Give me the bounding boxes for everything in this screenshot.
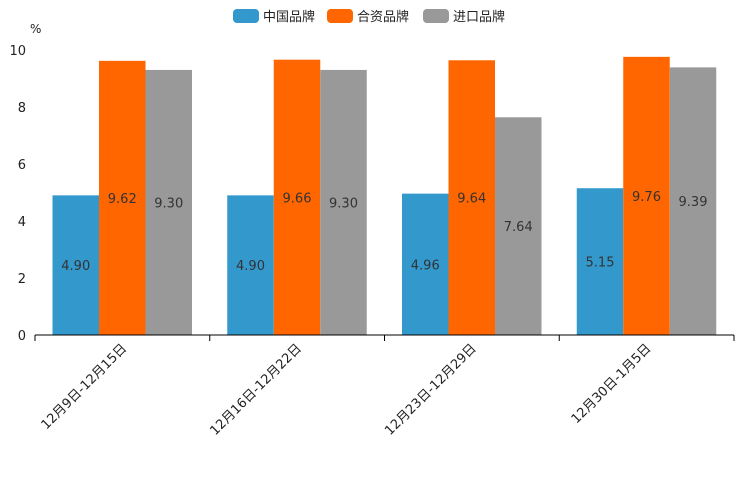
bar — [623, 56, 670, 336]
bar — [99, 60, 146, 336]
x-category-label: 12月16日-12月22日 — [207, 341, 304, 438]
legend: 中国品牌 合资品牌 进口品牌 — [233, 9, 505, 25]
bar-value-label: 9.62 — [108, 192, 137, 207]
legend-swatch — [327, 9, 353, 23]
bar-value-label: 4.90 — [236, 259, 265, 274]
legend-swatch — [233, 9, 259, 23]
bar — [402, 193, 449, 335]
y-tick-label: 10 — [9, 44, 26, 59]
bar-value-label: 9.30 — [329, 196, 358, 211]
bar-value-label: 9.76 — [632, 190, 661, 205]
bar — [669, 67, 717, 335]
legend-label: 合资品牌 — [357, 9, 409, 25]
bar-value-label: 9.39 — [679, 195, 708, 210]
legend-swatch — [423, 9, 449, 23]
y-axis-ticks: 0 2 4 6 8 10 — [9, 44, 26, 344]
legend-label: 进口品牌 — [453, 9, 505, 25]
y-axis-unit-label: % — [30, 22, 41, 36]
bar — [576, 188, 624, 335]
y-tick-label: 8 — [18, 101, 26, 116]
bar — [145, 69, 192, 335]
bar-value-label: 4.90 — [61, 259, 90, 274]
bar-value-label: 9.30 — [154, 196, 183, 211]
bars — [52, 56, 717, 336]
bar — [495, 117, 542, 335]
bar-value-label: 9.66 — [283, 191, 312, 206]
y-tick-label: 2 — [18, 272, 26, 287]
value-labels: 4.90 9.62 9.30 4.90 9.66 9.30 4.96 9.64 7.64 5.15… — [61, 190, 707, 274]
y-tick-label: 0 — [18, 329, 26, 344]
bar — [320, 69, 367, 335]
bar — [448, 60, 495, 335]
bar — [273, 59, 321, 335]
x-category-label: 12月30日-1月5日 — [569, 341, 655, 427]
bar-value-label: 5.15 — [586, 256, 615, 271]
x-axis-ticks: 12月9日-12月15日 12月16日-12月22日 12月23日-12月29日 12… — [34, 335, 735, 439]
bar — [52, 195, 99, 335]
y-tick-label: 6 — [18, 158, 26, 173]
bar-value-label: 4.96 — [411, 258, 440, 273]
bar — [227, 195, 274, 335]
x-category-label: 12月23日-12月29日 — [382, 341, 479, 438]
x-category-label: 12月9日-12月15日 — [39, 341, 131, 433]
bar-value-label: 7.64 — [504, 220, 533, 235]
legend-label: 中国品牌 — [263, 9, 315, 25]
y-tick-label: 4 — [18, 215, 26, 230]
bar-value-label: 9.64 — [457, 192, 486, 207]
